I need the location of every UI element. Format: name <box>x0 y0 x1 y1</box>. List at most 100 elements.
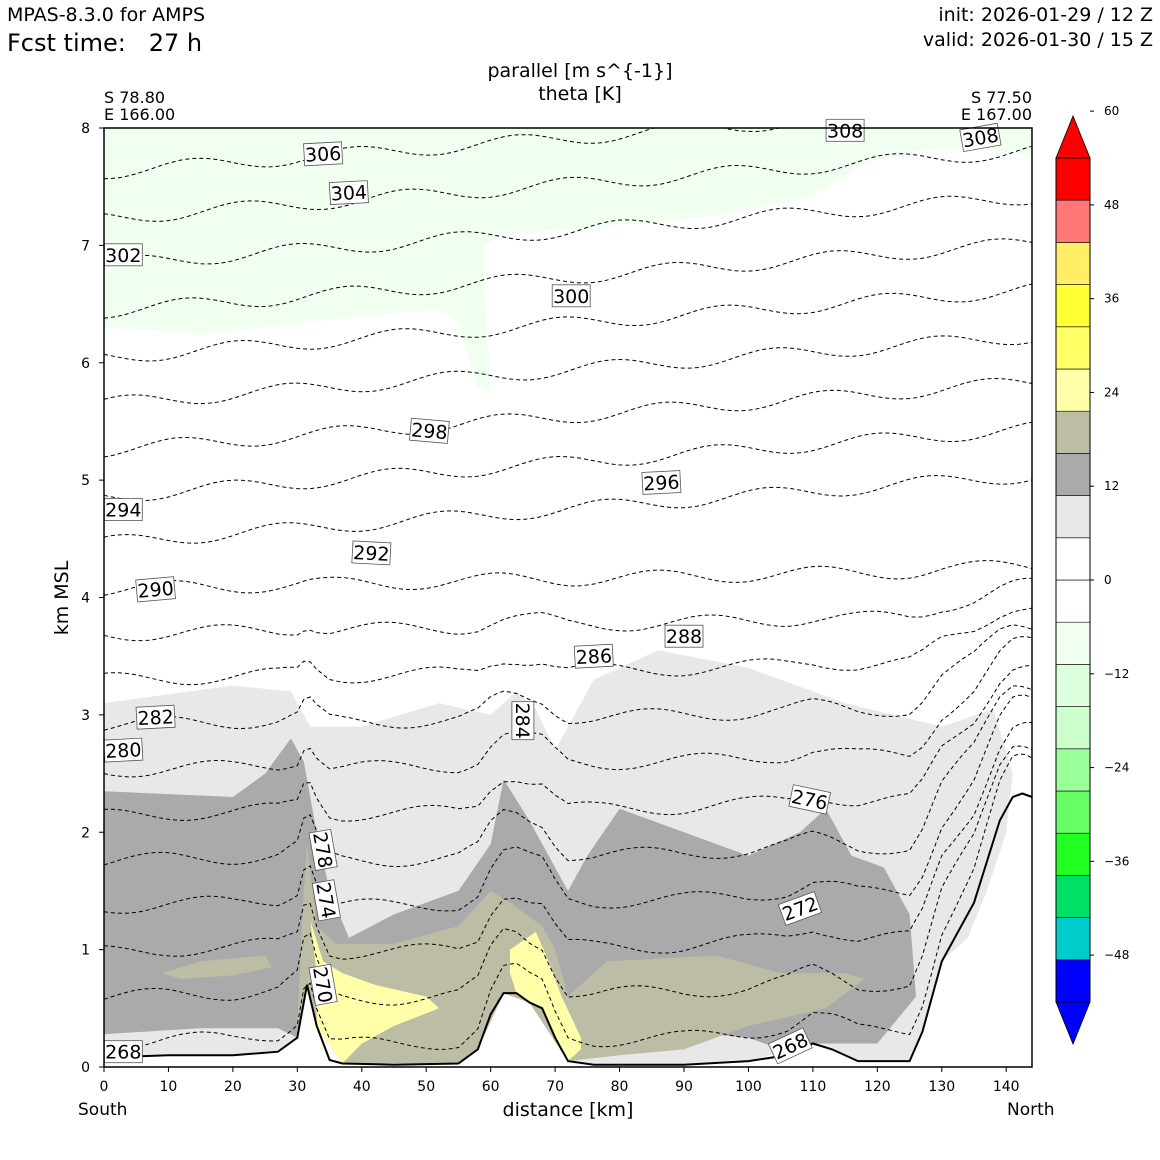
contour-label-box <box>328 180 369 205</box>
end-lat: S 77.50 <box>970 88 1032 107</box>
contour-292 <box>104 421 1032 502</box>
y-tick-label-0: 0 <box>81 1060 90 1076</box>
contour-label-box <box>641 470 682 495</box>
colorbar-segment-18 <box>1055 199 1091 243</box>
contour-label-21: 268 <box>103 1040 143 1064</box>
colorbar-segment-19 <box>1055 157 1091 201</box>
contour-label-box <box>788 784 832 815</box>
wind-region-30-5 <box>310 920 440 1064</box>
colorbar-segment-7 <box>1055 664 1091 707</box>
colorbar-tick-label-5: 0 <box>1104 573 1112 587</box>
end-lon: E 167.00 <box>960 105 1032 124</box>
x-axis-label: distance [km] <box>502 1099 634 1121</box>
contour-280 <box>104 636 1032 778</box>
model-name: MPAS-8.3.0 for AMPS <box>7 4 206 26</box>
contour-label-9: 292 <box>351 540 392 566</box>
theta-contours <box>104 105 1032 1051</box>
init-time: init: 2026-01-29 / 12 Z <box>938 4 1153 26</box>
x-tick-label-140: 140 <box>993 1079 1020 1095</box>
colorbar-tick-label-2: 36 <box>1104 292 1119 306</box>
contour-label-6: 298 <box>409 417 450 444</box>
contour-label-text: 290 <box>137 578 175 603</box>
x-tick-label-10: 10 <box>160 1079 178 1095</box>
contour-274 <box>104 694 1032 914</box>
end-point-label: S 77.50 E 167.00 <box>961 89 1032 123</box>
contour-label-box <box>308 828 338 871</box>
contour-282 <box>104 624 1032 731</box>
contour-label-box <box>409 417 450 444</box>
contour-label-text: 304 <box>330 182 367 206</box>
terrain <box>104 792 1032 1066</box>
colorbar-tick-label-1: 48 <box>1104 198 1119 212</box>
colorbar-segment-16 <box>1055 284 1091 328</box>
colorbar-tick-label-4: 12 <box>1104 479 1119 493</box>
contour-label-7: 296 <box>641 470 682 496</box>
direction-north-label: North <box>1007 1100 1055 1120</box>
valid-time: valid: 2026-01-30 / 15 Z <box>922 29 1153 51</box>
colorbar-segment-6 <box>1055 706 1091 750</box>
contour-label-4: 302 <box>103 243 143 267</box>
x-tick-label-110: 110 <box>800 1079 827 1095</box>
wind-shading <box>104 128 1032 1065</box>
contour-label-text: 282 <box>137 706 174 730</box>
y-tick-label-6: 6 <box>81 356 90 372</box>
colorbar-over-arrow <box>1055 114 1091 159</box>
contour-302 <box>104 195 1032 265</box>
colorbar-segment-0 <box>1055 959 1091 1003</box>
colorbar-tick-label-7: −24 <box>1104 761 1129 775</box>
contour-272 <box>104 721 1032 960</box>
y-tick-label-5: 5 <box>81 473 90 489</box>
contour-label-text: 296 <box>643 472 680 496</box>
x-tick-label-20: 20 <box>224 1079 242 1095</box>
start-lon: E 166.00 <box>104 105 176 124</box>
colorbar-segment-14 <box>1055 368 1091 412</box>
x-tick-label-50: 50 <box>417 1079 435 1095</box>
colorbar-segment-15 <box>1055 326 1091 370</box>
contour-label-text: 280 <box>105 739 142 763</box>
contour-label-14: 282 <box>135 704 176 730</box>
wind-region-30-6 <box>510 932 581 1062</box>
contour-label-box <box>135 704 176 730</box>
colorbar-segment-17 <box>1055 242 1091 285</box>
contour-label-2: 308 <box>825 118 865 142</box>
x-tick-label-0: 0 <box>100 1079 109 1095</box>
contour-308 <box>104 105 1032 125</box>
contour-284 <box>104 607 1032 686</box>
colorbar-segment-8 <box>1055 621 1091 665</box>
contour-288 <box>104 560 1032 596</box>
start-point-label: S 78.80 E 166.00 <box>104 89 175 123</box>
contour-label-8: 294 <box>103 498 143 522</box>
contour-label-13: 284 <box>511 701 535 741</box>
contour-label-box <box>303 141 344 167</box>
contour-label-box <box>311 879 341 922</box>
contour-label-10: 290 <box>135 576 176 603</box>
contour-label-text: 306 <box>304 143 341 167</box>
wind-region-24-3 <box>297 844 865 1064</box>
contour-label-text: 268 <box>105 1042 141 1064</box>
contour-label-12: 286 <box>573 643 614 669</box>
contour-label-box <box>767 1027 813 1065</box>
contour-label-text: 284 <box>511 703 533 739</box>
contour-label-box <box>135 576 176 603</box>
colorbar-segment-12 <box>1055 453 1091 496</box>
colorbar-tick-label-0: 60 <box>1104 104 1119 118</box>
colorbar-tick-label-9: −48 <box>1104 948 1129 962</box>
contour-label-box <box>511 701 535 741</box>
colorbar-segment-2 <box>1055 875 1091 918</box>
contour-label-15: 280 <box>103 737 144 763</box>
colorbar-under-arrow <box>1055 1001 1091 1046</box>
contour-label-box <box>308 963 338 1006</box>
colorbar-segment-11 <box>1055 495 1091 539</box>
x-tick-label-130: 130 <box>928 1079 955 1095</box>
contour-label-17: 276 <box>788 784 832 815</box>
contour-276 <box>104 685 1032 868</box>
y-axis: 0 1 2 3 4 5 6 7 8 <box>81 121 104 1076</box>
colorbar-segment-5 <box>1055 748 1091 792</box>
colorbar-tick-label-8: −36 <box>1104 854 1129 868</box>
colorbar-segment-4 <box>1055 790 1091 834</box>
chart-title: parallel [m s^{-1}] <box>487 60 673 82</box>
colorbar: 60 48 36 24 12 0 −12 −24 −36 −48 <box>1055 104 1129 1046</box>
forecast-time: Fcst time: 27 h <box>7 29 203 57</box>
contour-label-text: 302 <box>105 245 141 267</box>
